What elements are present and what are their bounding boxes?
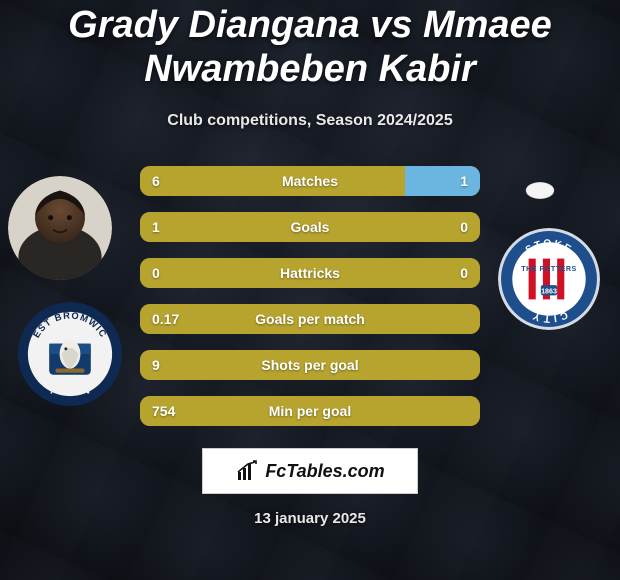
comparison-card: Grady Diangana vs Mmaee Nwambeben Kabir …: [0, 0, 620, 580]
subtitle: Club competitions, Season 2024/2025: [0, 112, 620, 130]
player-photo-left: [8, 176, 112, 280]
stat-row: Hattricks0 0: [140, 258, 480, 288]
stat-row: Min per goal754: [140, 396, 480, 426]
stat-value-right: 1: [460, 166, 468, 196]
stat-row: Goals1 0: [140, 212, 480, 242]
stat-value-right: 0: [460, 212, 468, 242]
club-badge-right: STOKE CITY 1863 THE POTTERS: [498, 228, 600, 330]
player-photo-right: [492, 176, 588, 205]
stat-row: Shots per goal9: [140, 350, 480, 380]
stat-label: Matches: [140, 166, 480, 196]
stat-label: Goals: [140, 212, 480, 242]
brand-badge: FcTables.com: [202, 448, 418, 494]
stat-label: Shots per goal: [140, 350, 480, 380]
stat-label: Goals per match: [140, 304, 480, 334]
stat-row: Matches6 1: [140, 166, 480, 196]
stat-value-left: 9: [152, 350, 160, 380]
club-badge-left: EST BROMWIC ALBION: [18, 302, 122, 406]
page-title: Grady Diangana vs Mmaee Nwambeben Kabir: [0, 0, 620, 91]
stat-value-left: 1: [152, 212, 160, 242]
stat-label: Min per goal: [140, 396, 480, 426]
svg-text:1863: 1863: [541, 287, 557, 295]
footer-date: 13 january 2025: [0, 510, 620, 527]
stat-value-left: 0: [152, 258, 160, 288]
brand-text: FcTables.com: [265, 461, 384, 482]
stat-value-left: 754: [152, 396, 175, 426]
svg-text:ALBION: ALBION: [50, 386, 90, 397]
stat-value-left: 6: [152, 166, 160, 196]
stat-row: Goals per match0.17: [140, 304, 480, 334]
stat-value-left: 0.17: [152, 304, 179, 334]
stat-value-right: 0: [460, 258, 468, 288]
brand-logo-icon: [235, 459, 259, 483]
stat-label: Hattricks: [140, 258, 480, 288]
svg-text:THE POTTERS: THE POTTERS: [521, 265, 577, 273]
stats-table: Matches61Goals10Hattricks00Goals per mat…: [140, 166, 480, 442]
